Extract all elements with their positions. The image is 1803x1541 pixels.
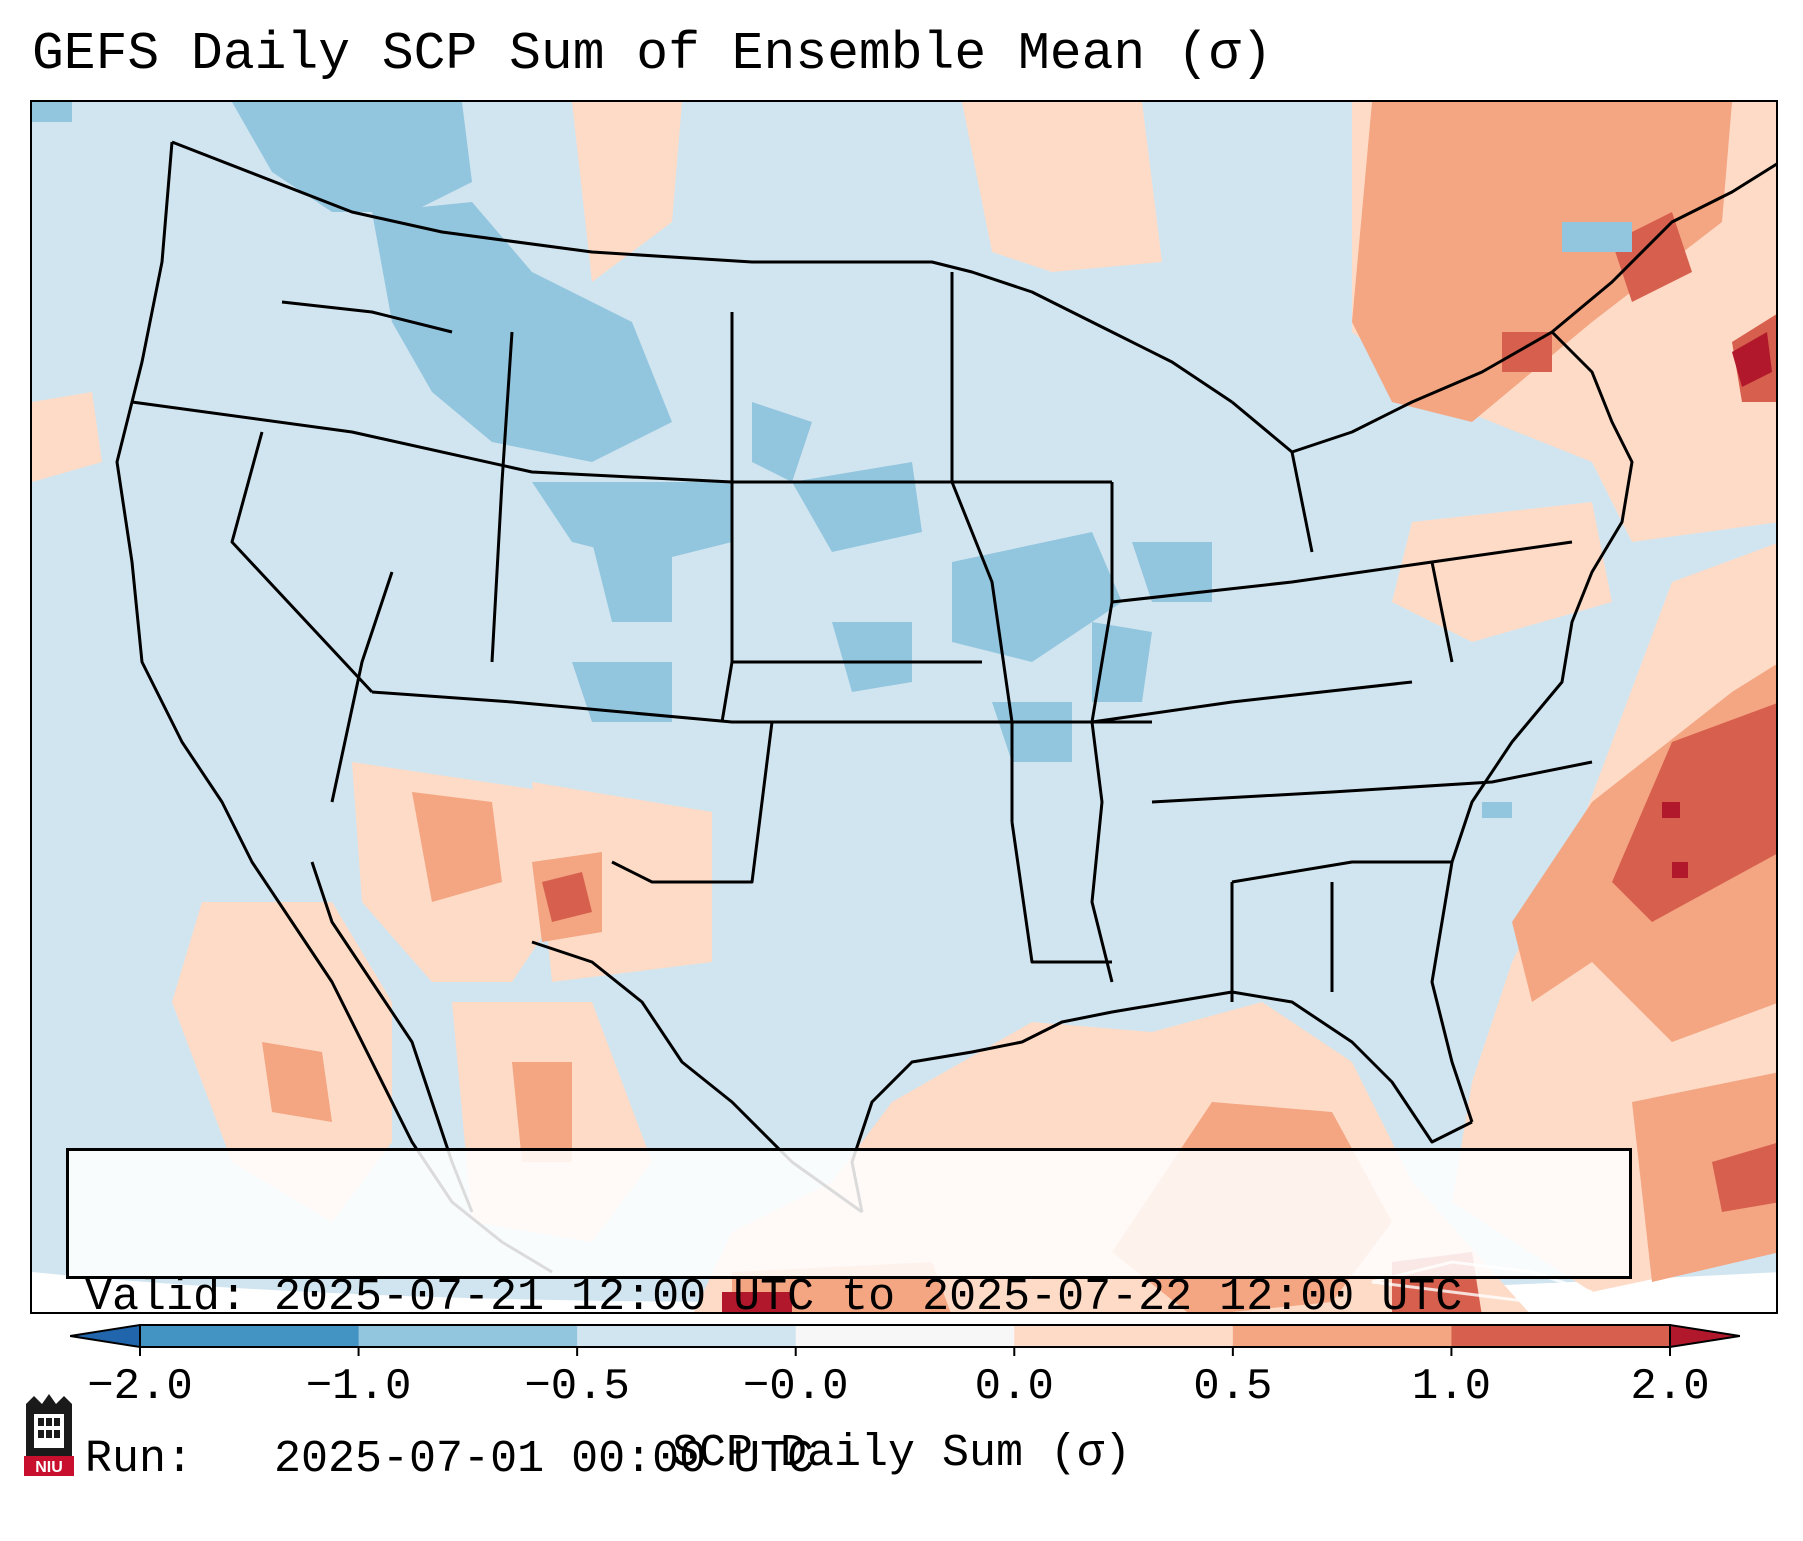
colorbar-tick-label: −0.0 [742,1362,849,1412]
niu-logo: NIU [24,1394,74,1476]
colorbar-tick-label: −2.0 [87,1362,193,1412]
colorbar-segment [358,1325,578,1347]
map-canvas [32,102,1776,1312]
valid-run-info-box: Valid: 2025-07-21 12:00 UTC to 2025-07-2… [66,1148,1632,1485]
colorbar [70,1323,1740,1356]
run-time-text: Run: 2025-07-01 00:00 UTC [85,1434,815,1485]
colorbar-extend-high [1669,1323,1740,1349]
colorbar-segment [140,1325,360,1347]
colorbar-tick-label: 0.0 [974,1362,1054,1412]
colorbar-tick-label: −0.5 [524,1362,630,1412]
anomaly-positive-peak [722,332,1772,1312]
anomaly-negative [32,102,1632,818]
colorbar-segment [1451,1325,1671,1347]
map-panel [30,100,1778,1314]
colorbar-tick-label: −1.0 [305,1362,412,1412]
chart-title: GEFS Daily SCP Sum of Ensemble Mean (σ) [32,24,1273,84]
colorbar-label: SCP Daily Sum (σ) [671,1428,1132,1479]
colorbar-tick-label: 1.0 [1411,1362,1492,1412]
colorbar-tick-label: 2.0 [1630,1362,1710,1412]
colorbar-segment [1232,1325,1452,1347]
colorbar-extend-low [70,1323,141,1349]
boundaries [115,140,1776,1274]
colorbar-segment [1014,1325,1234,1347]
colorbar-segment [795,1325,1015,1347]
colorbar-outline [139,1324,1671,1348]
colorbar-segment [577,1325,797,1347]
valid-time-text: Valid: 2025-07-21 12:00 UTC to 2025-07-2… [85,1272,1463,1323]
svg-text:NIU: NIU [35,1459,63,1476]
colorbar-tick-label: 0.5 [1193,1362,1273,1412]
